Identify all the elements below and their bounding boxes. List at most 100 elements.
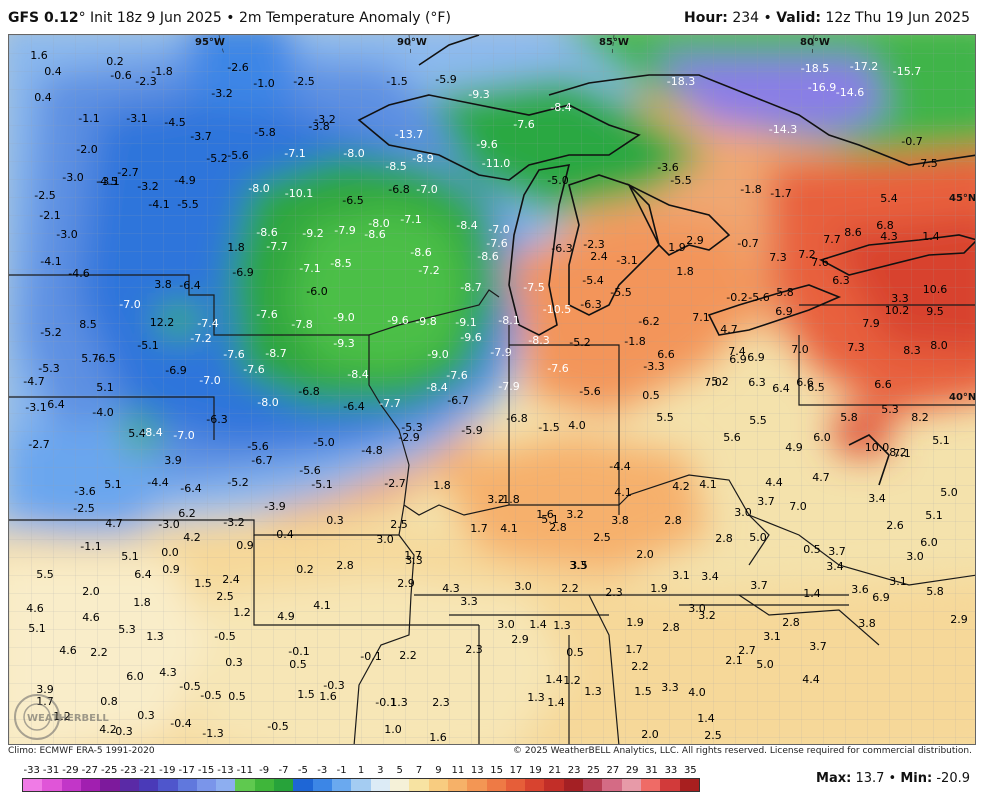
coastlines [357,35,975,486]
anomaly-value-label: -0.7 [901,135,922,148]
hour-value: 234 [732,10,760,26]
watermark-text: WEATHERBELL [27,713,109,724]
max-label: Max: [816,771,852,786]
map-title: GFS 0.12° Init 18z 9 Jun 2025 • 2m Tempe… [8,10,451,26]
anomaly-value-label: -0.5 [179,680,200,693]
anomaly-value-label: -4.1 [40,255,61,268]
scale-swatch [254,779,275,791]
anomaly-value-label: -8.9 [412,152,433,165]
anomaly-value-label: 0.9 [236,539,254,552]
anomaly-value-label: 3.0 [497,618,515,631]
anomaly-value-label: -7.6 [223,348,244,361]
anomaly-value-label: 4.3 [159,666,177,679]
anomaly-value-label: -0.5 [200,689,221,702]
anomaly-value-label: -1.7 [770,187,791,200]
anomaly-value-label: 2.0 [641,728,659,741]
anomaly-value-label: 5.5 [749,414,767,427]
scale-swatch [196,779,217,791]
anomaly-value-label: 2.2 [399,649,417,662]
anomaly-value-label: -3.7 [190,130,211,143]
anomaly-value-label: 6.4 [772,382,790,395]
anomaly-value-label: 4.7 [105,517,123,530]
anomaly-value-label: -3.2 [314,113,335,126]
anomaly-value-label: -14.6 [836,86,864,99]
scale-tick-label: 11 [451,765,465,776]
anomaly-value-label: -8.6 [410,246,431,259]
anomaly-value-label: -7.9 [334,224,355,237]
scale-swatch [216,779,236,791]
anomaly-value-label: -6.4 [343,400,364,413]
anomaly-value-label: 1.5 [297,688,315,701]
anomaly-value-label: 3.2 [698,609,716,622]
anomaly-value-label: 1.3 [553,619,571,632]
anomaly-value-label: -11.0 [482,157,510,170]
grid-label-40n: 40°N [949,392,976,403]
scale-tick-label: -11 [236,765,253,776]
anomaly-value-label: 6.2 [178,507,196,520]
anomaly-value-label: 6.6 [874,378,892,391]
anomaly-value-label: 3.0 [514,580,532,593]
color-scale: -33 -31 -29 -27 -25 -23 -21 -19 -17 -15 -13 -11 -9 -7… [14,765,704,801]
scale-swatch [23,779,43,791]
scale-swatch [641,779,661,791]
scale-swatch [389,779,410,791]
anomaly-value-label: 1.3 [584,685,602,698]
anomaly-value-label: 4.9 [785,441,803,454]
scale-swatch [42,779,62,791]
scale-swatch [544,779,564,791]
anomaly-value-label: 3.7 [828,545,846,558]
anomaly-value-label: 0.4 [44,65,62,78]
county-lines [9,35,975,744]
anomaly-value-label: -6.3 [206,413,227,426]
scale-tick-label: -19 [159,765,176,776]
anomaly-value-label: -2.6 [227,61,248,74]
scale-swatch [177,779,197,791]
anomaly-value-label: -4.0 [92,406,113,419]
anomaly-value-label: -9.8 [415,315,436,328]
anomaly-value-label: 1.8 [227,241,245,254]
scale-swatch [621,779,641,791]
anomaly-value-label: 2.4 [222,573,240,586]
anomaly-value-label: 2.3 [432,696,450,709]
anomaly-value-label: -2.7 [28,438,49,451]
anomaly-value-label: 1.6 [30,49,48,62]
anomaly-value-label: -4.9 [174,174,195,187]
anomaly-value-label: 7.2 [798,248,816,261]
anomaly-value-label: 3.0 [906,550,924,563]
anomaly-value-label: 6.6 [796,376,814,389]
scale-tick-label: -3 [317,765,328,776]
scale-tick-label: 1 [357,765,365,776]
scale-tick-label: -17 [178,765,195,776]
anomaly-value-label: 3.0 [734,506,752,519]
anomaly-value-label: 4.6 [59,644,77,657]
anomaly-value-label: -1.1 [78,112,99,125]
anomaly-value-label: -2.5 [293,75,314,88]
min-label: Min: [900,771,933,786]
anomaly-value-label: -7.1 [284,147,305,160]
anomaly-value-label: 7.3 [769,251,787,264]
anomaly-value-label: 4.1 [614,486,632,499]
anomaly-value-label: 5.2 [711,375,729,388]
valid-info: Hour: 234 • Valid: 12z Thu 19 Jun 2025 [684,10,970,26]
anomaly-value-label: -1.0 [253,77,274,90]
anomaly-value-label: -6.4 [179,279,200,292]
anomaly-value-label: -6.3 [580,298,601,311]
separator-dot: • [226,10,235,26]
scale-swatch [660,779,680,791]
anomaly-value-label: -7.2 [418,264,439,277]
scale-swatch [158,779,178,791]
scale-tick-label: 17 [509,765,523,776]
scale-swatch [505,779,526,791]
anomaly-value-label: 4.3 [442,582,460,595]
scale-tick-label: 19 [528,765,542,776]
anomaly-value-label: 0.5 [228,690,246,703]
anomaly-value-label: -3.1 [126,112,147,125]
anomaly-value-label: 3.4 [868,492,886,505]
anomaly-value-label: 0.4 [34,91,52,104]
anomaly-value-label: 2.9 [950,613,968,626]
anomaly-value-label: -3.0 [158,518,179,531]
scale-swatch [100,779,120,791]
anomaly-value-label: -8.0 [257,396,278,409]
anomaly-value-label: -7.9 [498,380,519,393]
anomaly-value-label: -5.9 [461,424,482,437]
